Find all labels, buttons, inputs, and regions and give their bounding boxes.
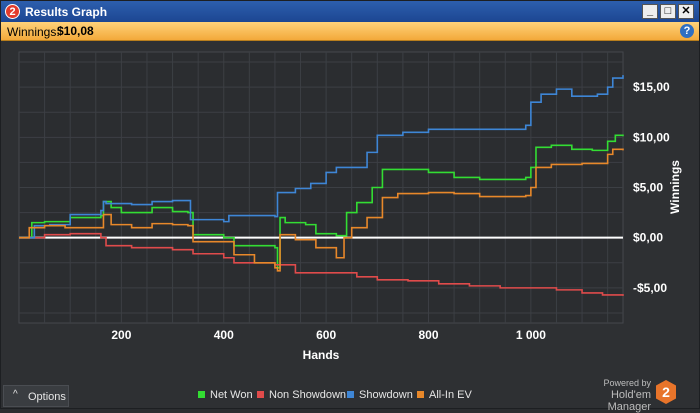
holdem-manager-logo-icon: 2 [656,380,676,404]
legend-label: Non Showdown [269,389,347,401]
legend-item-non-showdown[interactable]: Non Showdown [257,389,346,401]
powered-by-line1: Powered by [603,378,651,388]
legend-item-all-in-ev[interactable]: All-In EV [417,389,472,401]
y-axis-label: Winnings [668,160,682,214]
legend-swatch [417,391,424,398]
hm2-app-icon: 2 [5,4,20,19]
x-tick-label: 600 [316,328,336,342]
legend-item-net-won[interactable]: Net Won [198,389,253,401]
chevron-up-icon: ^ [13,389,18,400]
legend-swatch [198,391,205,398]
y-tick-label: -$5,00 [633,281,667,295]
close-button[interactable]: ✕ [678,4,694,19]
legend-swatch [347,391,354,398]
title-bar[interactable]: 2 Results Graph _ □ ✕ [1,1,699,22]
window-title: Results Graph [25,5,108,19]
options-label: Options [28,391,66,403]
minimize-button[interactable]: _ [642,4,658,19]
series-line-all-in-ev [19,148,624,272]
x-axis-label: Hands [303,348,340,362]
powered-by: Powered by Hold'em Manager [573,377,651,413]
legend-label: Showdown [359,389,413,401]
y-tick-label: $15,00 [633,80,670,94]
y-tick-label: $5,00 [633,181,663,195]
x-tick-label: 400 [214,328,234,342]
series-line-showdown [19,75,624,239]
y-tick-label: $10,00 [633,130,670,144]
legend-swatch [257,391,264,398]
help-icon[interactable]: ? [680,24,694,38]
powered-by-line2: Hold'em Manager [607,389,651,413]
legend-label: All-In EV [429,389,472,401]
winnings-label: Winnings: [7,25,60,39]
results-chart: 200 400 600 800 1 000 $15,00 $10,00 $5,00 $0,00… [18,51,682,362]
y-tick-label: $0,00 [633,231,663,245]
maximize-button[interactable]: □ [660,4,676,19]
legend-item-showdown[interactable]: Showdown [347,389,413,401]
x-tick-label: 800 [418,328,438,342]
winnings-value: $10,08 [57,24,94,38]
series-line-non-showdown [19,232,624,296]
svg-text:2: 2 [662,384,670,400]
legend-label: Net Won [210,389,253,401]
x-tick-label: 200 [111,328,131,342]
series-line-net-won [19,134,624,269]
x-tick-label: 1 000 [516,328,546,342]
grid [18,51,624,324]
winnings-bar: Winnings: $10,08 ? [1,22,699,41]
options-button[interactable]: ^ Options [3,385,69,407]
